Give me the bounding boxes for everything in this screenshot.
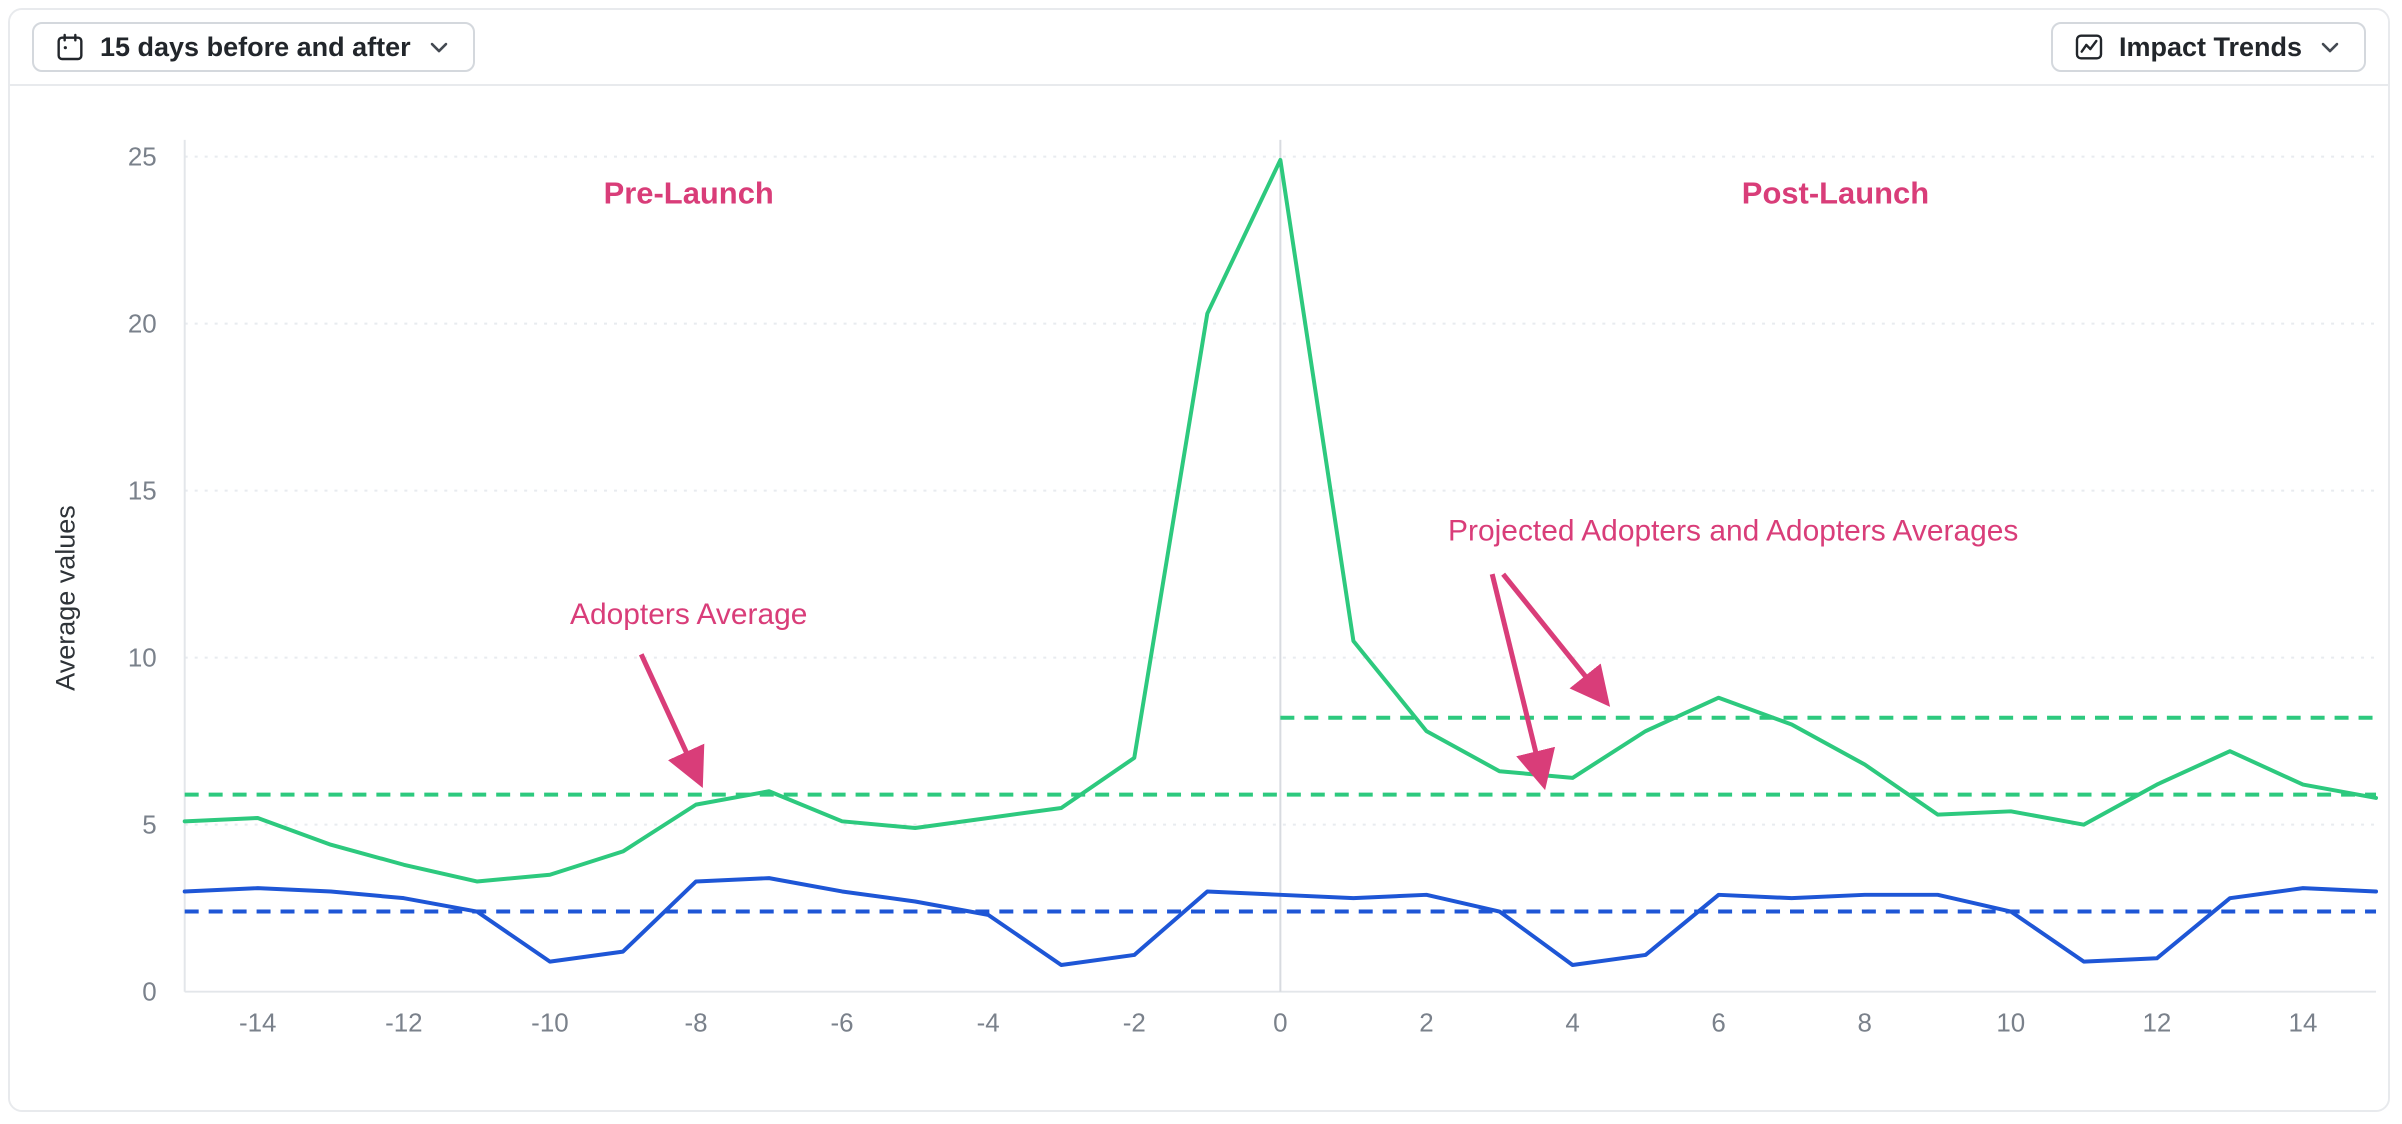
svg-text:-4: -4 xyxy=(977,1010,1000,1038)
impact-trends-card: 15 days before and after Impact Trends A… xyxy=(8,8,2390,1112)
chevron-down-icon xyxy=(430,42,447,53)
y-axis-label: Average values xyxy=(50,505,81,691)
svg-text:15: 15 xyxy=(128,478,157,506)
date-range-label: 15 days before and after xyxy=(100,31,411,62)
svg-text:0: 0 xyxy=(142,979,156,1007)
line-chart-icon xyxy=(2075,34,2103,60)
svg-text:5: 5 xyxy=(142,812,156,840)
impact-trends-button[interactable]: Impact Trends xyxy=(2050,22,2366,72)
svg-text:-2: -2 xyxy=(1123,1010,1146,1038)
svg-text:-6: -6 xyxy=(831,1010,854,1038)
svg-text:-8: -8 xyxy=(684,1010,707,1038)
svg-text:Projected Adopters and Adopter: Projected Adopters and Adopters Averages xyxy=(1448,515,2018,548)
calendar-icon xyxy=(57,33,83,61)
svg-text:12: 12 xyxy=(2142,1010,2171,1038)
svg-text:-14: -14 xyxy=(239,1010,276,1038)
svg-text:2: 2 xyxy=(1419,1010,1433,1038)
svg-text:10: 10 xyxy=(1996,1010,2025,1038)
svg-text:25: 25 xyxy=(128,144,157,172)
impact-trends-label: Impact Trends xyxy=(2118,31,2302,62)
svg-text:8: 8 xyxy=(1857,1010,1871,1038)
svg-text:Post-Launch: Post-Launch xyxy=(1742,175,1929,210)
svg-text:-10: -10 xyxy=(531,1010,568,1038)
svg-text:4: 4 xyxy=(1565,1010,1579,1038)
impact-chart: Average values 0 5 10 15 20 25 -14 -12 -10 -8 -6 -4… xyxy=(10,86,2388,1110)
svg-text:20: 20 xyxy=(128,311,157,339)
svg-text:10: 10 xyxy=(128,645,157,673)
toolbar: 15 days before and after Impact Trends xyxy=(10,10,2388,86)
svg-text:Adopters Average: Adopters Average xyxy=(570,598,807,631)
date-range-button[interactable]: 15 days before and after xyxy=(32,22,475,72)
svg-text:0: 0 xyxy=(1273,1010,1287,1038)
svg-text:Pre-Launch: Pre-Launch xyxy=(604,175,774,210)
impact-chart-svg: 0 5 10 15 20 25 -14 -12 -10 -8 -6 -4 -2 0 2 4 6 8 10 12 14 Pr… xyxy=(128,139,2379,1038)
svg-text:6: 6 xyxy=(1711,1010,1725,1038)
chevron-down-icon xyxy=(2321,42,2339,53)
svg-text:-12: -12 xyxy=(385,1010,422,1038)
svg-text:14: 14 xyxy=(2289,1010,2318,1038)
